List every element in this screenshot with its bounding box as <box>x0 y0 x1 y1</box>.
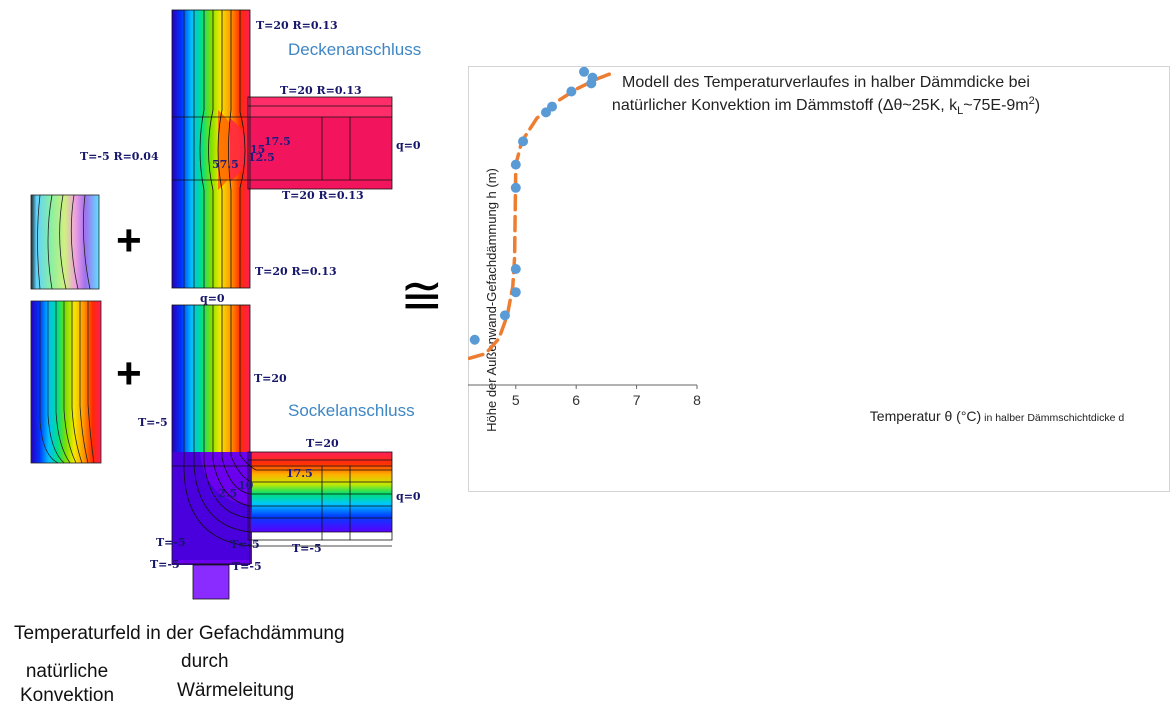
y-axis-label: Höhe der Außenwand-Gefachdämmung h (m) <box>484 168 499 432</box>
bc-label: q=0 <box>396 139 421 152</box>
bc-label: T=-5 <box>150 558 180 571</box>
caption-durch: durch <box>181 651 229 672</box>
convection-field-image <box>30 194 100 290</box>
bc-label: T=-5 R=0.04 <box>80 150 159 163</box>
base-junction-field <box>171 304 393 600</box>
data-point <box>499 310 510 321</box>
data-point <box>566 86 577 97</box>
caption-title: Temperaturfeld in der Gefachdämmung <box>14 623 345 644</box>
isotherm-label: 57.5 <box>212 158 239 171</box>
approx-equal-symbol: ≅ <box>400 266 444 326</box>
plus-symbol-top: + <box>116 216 142 265</box>
data-point <box>510 159 521 170</box>
bc-label: T=-5 <box>232 560 262 573</box>
bc-label: T=20 <box>306 437 339 450</box>
isotherm-label: 12.5 <box>248 151 275 164</box>
temperature-profile-chart: Modell des Temperaturverlaufes in halber… <box>468 66 1125 432</box>
base-junction-label: Sockelanschluss <box>288 401 415 420</box>
bc-label: T=20 R=0.13 <box>256 19 338 32</box>
ceiling-junction-field <box>171 9 393 289</box>
caption-heat-conduction: Wärmeleitung <box>177 680 295 701</box>
caption-natural-convection: natürliche Konvektion <box>20 661 115 706</box>
x-tick-label: 7 <box>633 392 641 408</box>
bc-label: T=20 <box>254 372 287 385</box>
bc-label: T=-5 <box>138 416 168 429</box>
line-series <box>468 70 618 361</box>
ceiling-junction-label: Deckenanschluss <box>288 40 422 59</box>
x-tick-label: 5 <box>512 392 520 408</box>
isotherm-label: 2.5 <box>218 487 238 500</box>
data-point <box>518 136 529 147</box>
bc-label: T=20 R=0.13 <box>280 84 362 97</box>
data-point <box>547 101 558 112</box>
bc-label: q=0 <box>396 490 421 503</box>
isotherm-label: 15 <box>250 143 266 156</box>
data-point <box>469 334 480 345</box>
conduction-field-image <box>30 300 102 464</box>
isotherm-label: 17.5 <box>286 467 313 480</box>
data-point <box>510 182 521 193</box>
chart-frame <box>468 66 1170 492</box>
dashed-series-line <box>468 70 618 361</box>
chart-title-line1: Modell des Temperaturverlaufes in halber… <box>622 74 1030 91</box>
data-point <box>587 72 598 83</box>
bc-label: T=20 R=0.13 <box>282 189 364 202</box>
bc-label: q=0 <box>200 292 225 305</box>
bc-label: T=-5 <box>156 536 186 549</box>
point-series <box>469 66 598 345</box>
x-tick-label: 8 <box>693 392 701 408</box>
isotherm-label: 17.5 <box>264 135 291 148</box>
plus-symbol-bottom: + <box>116 349 142 398</box>
data-point <box>510 287 521 298</box>
bc-label: T=-5 <box>230 538 260 551</box>
chart-axes: -2-101234567800,250,50,7511,251,51,7522,… <box>468 384 701 408</box>
data-point <box>510 264 521 274</box>
x-tick-label: 6 <box>572 392 580 408</box>
thermal-simulation-figure <box>30 9 393 600</box>
bc-label: T=-5 <box>292 542 322 555</box>
x-axis-label: Temperatur θ (°C) in halber Dämmschichtd… <box>870 408 1125 424</box>
data-point <box>579 66 590 77</box>
isotherm-label: 10 <box>238 479 254 492</box>
chart-title-line2: natürlicher Konvektion im Dämmstoff (Δθ~… <box>612 95 1040 117</box>
bc-label: T=20 R=0.13 <box>255 265 337 278</box>
